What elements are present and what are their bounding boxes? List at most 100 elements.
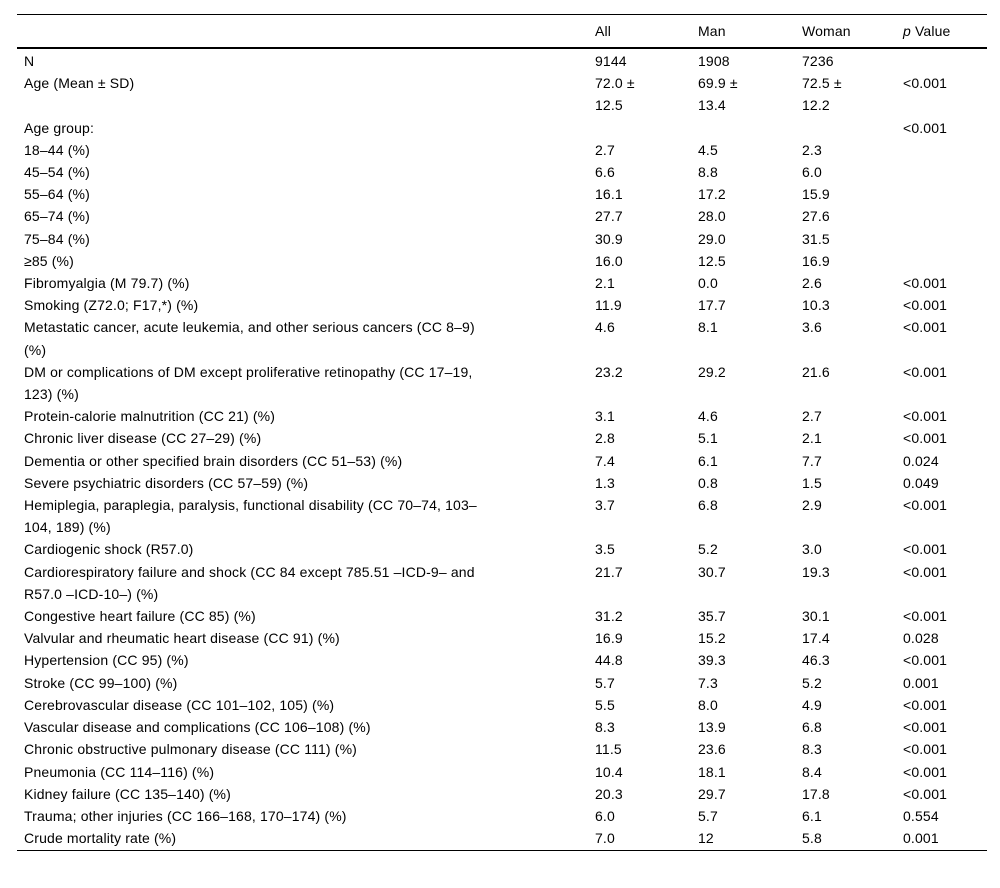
cell-man: 0.8 (698, 474, 718, 491)
cell-p: <0.001 (903, 563, 948, 580)
cell-all: 30.9 (595, 230, 623, 247)
cell-p: <0.001 (903, 430, 948, 447)
row-label-cell: Hypertension (CC 95) (%) (24, 652, 189, 669)
cell-woman: 10.3 (802, 297, 830, 314)
cell-all: 2.7 (595, 141, 615, 158)
cell-man: 23.6 (698, 741, 726, 758)
cell-all (595, 117, 698, 139)
row-label-cell: Valvular and rheumatic heart disease (CC… (24, 630, 340, 647)
header-all: All (595, 14, 698, 49)
cell-all: 2.1 (595, 275, 615, 292)
row-label-cell: Age group: (24, 119, 94, 136)
cell-man: 12 (698, 830, 714, 847)
cell-man: 6.1 (698, 452, 718, 469)
cell-p: <0.001 (903, 741, 948, 758)
cell-woman: 6.8 (802, 719, 822, 736)
cell-p (903, 161, 987, 183)
row-label-cell: 65–74 (%) (24, 208, 90, 225)
cell-p: 0.024 (903, 452, 939, 469)
header-p-value: p Value (903, 14, 987, 49)
p-value-word: Value (914, 23, 951, 39)
cell-all: 21.7 (595, 563, 623, 580)
demographics-comorbidities-table: All Man Woman p Value N 9144 1908 7236 Age (M… (17, 14, 987, 852)
cell-all: 2.8 (595, 430, 615, 447)
row-label-cell: Age (Mean ± SD) (24, 75, 135, 92)
cell-p: 0.049 (903, 474, 939, 491)
cell-woman: 7236 (802, 53, 834, 69)
row-label-cell: Metastatic cancer, acute leukemia, and o… (24, 319, 475, 358)
row-label-cell: Hemiplegia, paraplegia, paralysis, funct… (24, 497, 477, 536)
cell-all: 1.3 (595, 474, 615, 491)
table-row: Chronic obstructive pulmonary disease (C… (17, 738, 987, 760)
cell-all: 8.3 (595, 719, 615, 736)
cell-all: 7.0 (595, 830, 615, 847)
cell-p: <0.001 (903, 75, 948, 92)
cell-man: 30.7 (698, 563, 726, 580)
cell-man: 0.0 (698, 275, 718, 292)
header-woman: Woman (802, 14, 903, 49)
cell-woman: 6.0 (802, 164, 822, 181)
table-row: Fibromyalgia (M 79.7) (%) 2.1 0.0 2.6 <0.001 (17, 272, 987, 294)
row-label-cell: Pneumonia (CC 114–116) (%) (24, 763, 215, 780)
cell-man: 8.0 (698, 696, 718, 713)
table-row: Kidney failure (CC 135–140) (%) 20.3 29.7 1… (17, 783, 987, 805)
cell-woman: 3.6 (802, 319, 822, 336)
cell-woman: 5.8 (802, 830, 822, 847)
cell-woman: 8.3 (802, 741, 822, 758)
cell-p: 0.028 (903, 630, 939, 647)
cell-all: 11.9 (595, 297, 622, 314)
cell-p (903, 139, 987, 161)
row-label-cell: Dementia or other specified brain disord… (24, 452, 403, 469)
row-label-cell: N (24, 53, 35, 69)
row-label-cell: DM or complications of DM except prolife… (24, 363, 473, 403)
table-row: ≥85 (%) 16.0 12.5 16.9 (17, 250, 987, 272)
cell-man: 8.1 (698, 319, 718, 336)
table-row: Trauma; other injuries (CC 166–168, 170–… (17, 805, 987, 827)
cell-woman: 16.9 (802, 252, 830, 269)
table-row: Age (Mean ± SD) 72.0 ± 12.5 69.9 ± 13.4 72.… (17, 72, 987, 116)
row-label-cell: Kidney failure (CC 135–140) (%) (24, 785, 231, 802)
cell-woman: 5.2 (802, 674, 822, 691)
cell-p (903, 250, 987, 272)
cell-p: <0.001 (903, 497, 948, 514)
table-row: Hypertension (CC 95) (%) 44.8 39.3 46.3 <0.0… (17, 649, 987, 671)
cell-p (903, 48, 987, 72)
cell-all: 3.5 (595, 541, 615, 558)
cell-man: 17.2 (698, 186, 726, 203)
cell-woman (802, 117, 903, 139)
table-row: Protein-calorie malnutrition (CC 21) (%)… (17, 405, 987, 427)
row-label-cell: Chronic obstructive pulmonary disease (C… (24, 741, 357, 758)
cell-p: <0.001 (903, 763, 948, 780)
cell-woman: 31.5 (802, 230, 830, 247)
cell-woman: 19.3 (802, 563, 830, 580)
table-row: 75–84 (%) 30.9 29.0 31.5 (17, 228, 987, 250)
cell-all: 6.6 (595, 164, 615, 181)
header-man: Man (698, 14, 802, 49)
cell-woman: 27.6 (802, 208, 830, 225)
table-row: Hemiplegia, paraplegia, paralysis, funct… (17, 494, 987, 538)
cell-woman: 8.4 (802, 763, 822, 780)
cell-man: 5.7 (698, 807, 718, 824)
cell-woman: 2.1 (802, 430, 822, 447)
table-row: Stroke (CC 99–100) (%) 5.7 7.3 5.2 0.001 (17, 672, 987, 694)
cell-woman: 3.0 (802, 541, 822, 558)
row-label-cell: Congestive heart failure (CC 85) (%) (24, 608, 256, 625)
row-label-cell: Protein-calorie malnutrition (CC 21) (%) (24, 408, 276, 425)
cell-man: 39.3 (698, 652, 726, 669)
table-row: DM or complications of DM except prolife… (17, 361, 987, 405)
header-empty-cell (17, 14, 595, 49)
cell-woman: 2.9 (802, 497, 822, 514)
table-row: Severe psychiatric disorders (CC 57–59) … (17, 472, 987, 494)
cell-man: 5.1 (698, 430, 718, 447)
cell-man: 4.5 (698, 141, 718, 158)
table-body: N 9144 1908 7236 Age (Mean ± SD) 72.0 ± 12.5 6… (17, 48, 987, 851)
cell-man: 29.7 (698, 785, 726, 802)
table-row: Vascular disease and complications (CC 1… (17, 716, 987, 738)
table-row: 45–54 (%) 6.6 8.8 6.0 (17, 161, 987, 183)
cell-p: <0.001 (903, 652, 948, 669)
cell-p (903, 228, 987, 250)
cell-all: 23.2 (595, 363, 623, 380)
cell-woman: 6.1 (802, 807, 822, 824)
row-label-cell: Cardiorespiratory failure and shock (CC … (24, 563, 475, 602)
cell-man: 8.8 (698, 164, 718, 181)
